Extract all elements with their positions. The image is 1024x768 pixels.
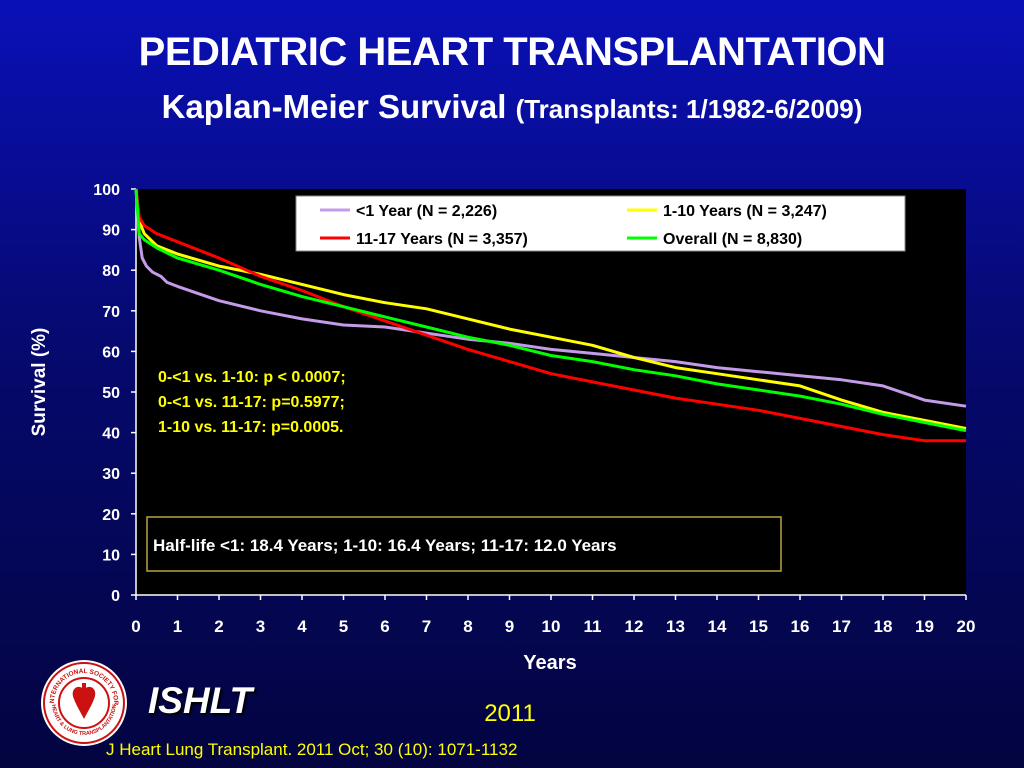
x-tick-label: 10	[542, 617, 561, 636]
y-tick-label: 50	[102, 385, 120, 402]
series-line-under1	[134, 188, 967, 408]
x-tick-label: 6	[380, 617, 389, 636]
y-tick-label: 70	[102, 304, 120, 321]
y-tick-label: 80	[102, 263, 120, 280]
x-tick-label: 18	[874, 617, 893, 636]
x-tick-label: 15	[749, 617, 768, 636]
pvalue-annotation: 0-<1 vs. 11-17: p=0.5977;	[158, 394, 345, 411]
x-tick-label: 19	[915, 617, 934, 636]
page-title: PEDIATRIC HEART TRANSPLANTATION	[138, 30, 886, 74]
legend-label-y11to17: 11-17 Years (N = 3,357)	[356, 231, 528, 248]
x-tick-label: 5	[339, 617, 348, 636]
x-tick-label: 2	[214, 617, 223, 636]
x-tick-label: 7	[422, 617, 431, 636]
series-line-y11to17	[134, 188, 966, 443]
page-subtitle: Kaplan-Meier Survival (Transplants: 1/19…	[0, 88, 1024, 126]
y-tick-label: 90	[102, 223, 120, 240]
x-tick-label: 1	[173, 617, 182, 636]
plot-area	[136, 189, 966, 595]
y-tick-label: 60	[102, 344, 120, 361]
x-tick-label: 17	[832, 617, 851, 636]
x-tick-label: 12	[625, 617, 644, 636]
journal-citation: J Heart Lung Transplant. 2011 Oct; 30 (1…	[106, 740, 518, 759]
x-tick-label: 20	[957, 617, 976, 636]
legend-label-y1to10: 1-10 Years (N = 3,247)	[663, 203, 827, 220]
brand-label: ISHLT	[148, 680, 253, 721]
y-tick-label: 0	[111, 588, 120, 605]
y-tick-label: 100	[93, 182, 120, 199]
x-axis-label: Years	[523, 652, 577, 674]
legend-box	[295, 195, 906, 252]
y-tick-label: 40	[102, 426, 120, 443]
series-line-y1to10	[134, 188, 967, 430]
ishlt-seal-icon: INTERNATIONAL SOCIETY FOR HEART & LUNG T…	[40, 659, 127, 746]
x-tick-label: 14	[708, 617, 727, 636]
report-year: 2011	[484, 700, 536, 727]
halflife-box	[146, 516, 782, 572]
y-tick-label: 30	[102, 466, 120, 483]
subtitle-main: Kaplan-Meier Survival	[161, 88, 507, 125]
x-tick-label: 4	[297, 617, 307, 636]
y-tick-label: 10	[102, 547, 120, 564]
pvalue-annotation: 0-<1 vs. 1-10: p < 0.0007;	[158, 369, 346, 386]
series-line-overall	[134, 188, 967, 433]
legend-label-under1: <1 Year (N = 2,226)	[356, 203, 497, 220]
x-tick-label: 8	[463, 617, 472, 636]
y-tick-label: 20	[102, 507, 120, 524]
subtitle-date-range: (Transplants: 1/1982-6/2009)	[515, 94, 863, 124]
halflife-note: Half-life <1: 18.4 Years; 1-10: 16.4 Yea…	[153, 536, 617, 555]
x-tick-label: 0	[131, 617, 140, 636]
x-tick-label: 3	[256, 617, 265, 636]
x-tick-label: 11	[584, 617, 602, 636]
x-tick-label: 9	[505, 617, 514, 636]
pvalue-annotation: 1-10 vs. 11-17: p=0.0005.	[158, 419, 343, 436]
x-tick-label: 16	[791, 617, 810, 636]
legend-label-overall: Overall (N = 8,830)	[663, 231, 802, 248]
chart-legend: <1 Year (N = 2,226) 1-10 Years (N = 3,247…	[295, 195, 906, 252]
x-tick-label: 13	[666, 617, 685, 636]
y-axis-label: Survival (%)	[29, 327, 50, 437]
